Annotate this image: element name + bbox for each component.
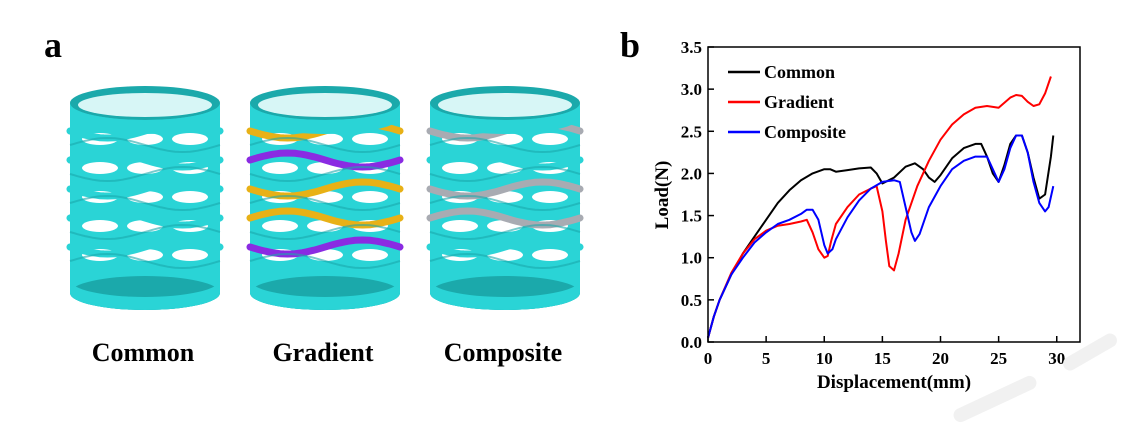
spring-wave-ring	[66, 178, 224, 200]
series-line-gradient	[707, 76, 1052, 339]
y-tick-label: 0.0	[681, 333, 702, 352]
spring-gap	[352, 249, 388, 261]
top-ring-inner	[78, 93, 212, 117]
spring-gap	[532, 191, 568, 203]
spring-wave-shadow	[249, 136, 401, 154]
legend-label-common: Common	[764, 62, 835, 82]
bottom-band	[70, 280, 220, 310]
legend-label-composite: Composite	[764, 122, 846, 142]
spring-wave-shadow	[429, 252, 581, 270]
spring-gap	[82, 162, 118, 174]
spring-wave-ring	[66, 207, 224, 229]
spring-wave-shadow	[69, 252, 221, 270]
x-tick-label: 10	[816, 349, 833, 368]
y-tick-label: 1.0	[681, 249, 702, 268]
spring-model-common	[66, 86, 224, 310]
spring-wave-ring	[246, 236, 404, 258]
series-line-composite	[707, 134, 1055, 339]
bottom-band	[430, 280, 580, 310]
spring-wave-shadow	[249, 194, 401, 212]
x-tick-label: 30	[1048, 349, 1065, 368]
spring-gap	[82, 220, 118, 232]
tick-marks	[707, 46, 1058, 343]
spring-wave-shadow	[429, 136, 581, 154]
spring-gap	[532, 249, 568, 261]
x-tick-label: 20	[932, 349, 949, 368]
bottom-band	[250, 280, 400, 310]
spring-wave-ring	[426, 149, 584, 171]
spring-model-composite	[426, 86, 584, 310]
spring-wave-ring	[426, 207, 584, 229]
caption-composite: Composite	[443, 338, 563, 367]
spring-gap	[442, 162, 478, 174]
spring-wave-shadow	[69, 136, 221, 154]
spring-gap	[262, 162, 298, 174]
spring-wave-shadow	[249, 223, 401, 241]
spring-gap	[262, 220, 298, 232]
caption-gradient: Gradient	[272, 338, 374, 367]
spring-wave-shadow	[249, 252, 401, 270]
spring-gap	[172, 191, 208, 203]
spring-wave-ring	[246, 207, 404, 229]
spring-wave-shadow	[429, 194, 581, 212]
top-band	[70, 103, 220, 134]
y-tick-label: 1.5	[681, 207, 702, 226]
plot-frame	[707, 46, 1081, 343]
y-tick-labels: 0.0 0.5 1.0 1.5 2.0 2.5 3.0 3.5	[681, 38, 702, 352]
spring-wave-shadow	[429, 223, 581, 241]
top-ring-inner	[438, 93, 572, 117]
spring-models-illustration	[66, 86, 584, 310]
spring-wave-ring	[66, 236, 224, 258]
spring-wave-shadow	[69, 165, 221, 183]
spring-wave-shadow	[69, 194, 221, 212]
x-tick-label: 25	[990, 349, 1007, 368]
spring-wave-shadow	[429, 165, 581, 183]
legend-label-gradient: Gradient	[764, 92, 834, 112]
y-tick-label: 3.5	[681, 38, 702, 57]
y-tick-label: 3.0	[681, 80, 702, 99]
x-tick-label: 0	[704, 349, 713, 368]
spring-gap	[172, 133, 208, 145]
panel-b-label: b	[620, 25, 641, 65]
spring-wave-shadow	[249, 165, 401, 183]
x-axis-title: Displacement(mm)	[817, 372, 971, 393]
top-band	[430, 103, 580, 134]
spring-gap	[172, 249, 208, 261]
panel-a-label: a	[44, 25, 62, 65]
x-tick-label: 15	[874, 349, 891, 368]
spring-gap	[352, 133, 388, 145]
spring-gap	[352, 191, 388, 203]
spring-wave-ring	[246, 178, 404, 200]
spring-wave-ring	[246, 149, 404, 171]
spring-model-gradient	[246, 86, 404, 310]
y-tick-label: 2.0	[681, 164, 702, 183]
spring-gap	[442, 220, 478, 232]
y-axis-title: Load(N)	[652, 161, 673, 230]
legend: Common Gradient Composite	[728, 62, 846, 142]
spring-wave-ring	[426, 236, 584, 258]
spring-wave-ring	[66, 149, 224, 171]
spring-wave-ring	[426, 178, 584, 200]
spring-gap	[532, 133, 568, 145]
series-lines	[707, 76, 1055, 339]
x-tick-labels: 0 5 10 15 20 25 30	[704, 349, 1066, 368]
y-tick-label: 0.5	[681, 291, 702, 310]
caption-common: Common	[91, 338, 195, 367]
spring-wave-shadow	[69, 223, 221, 241]
load-displacement-chart: 0.0 0.5 1.0 1.5 2.0 2.5 3.0 3.5 0 5 10 15 20 25 30 Lo…	[652, 38, 1081, 393]
top-band	[250, 103, 400, 134]
y-tick-label: 2.5	[681, 122, 702, 141]
x-tick-label: 5	[762, 349, 771, 368]
top-ring-inner	[258, 93, 392, 117]
